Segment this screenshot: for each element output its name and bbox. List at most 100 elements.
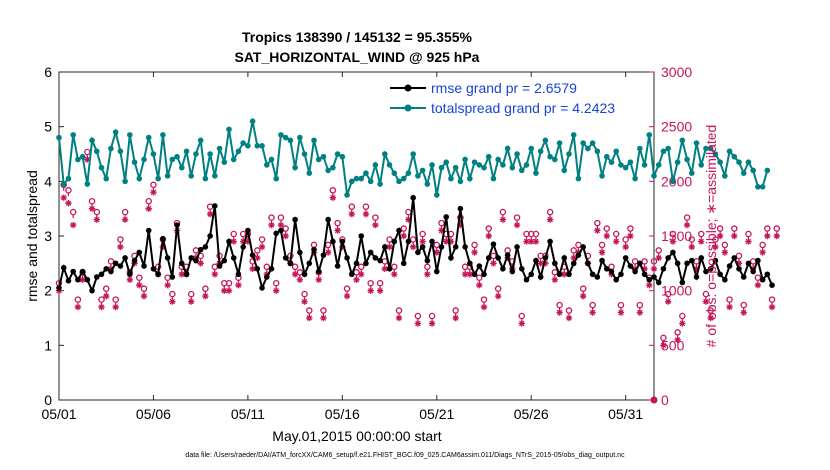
totalspread-point [108, 145, 114, 152]
totalspread-point [419, 167, 426, 174]
obs-assimilated-point [438, 227, 445, 234]
obs-assimilated-point [598, 249, 606, 256]
rmse-point [145, 227, 152, 234]
totalspread-point [504, 145, 511, 152]
y-tick-label: 6 [44, 64, 52, 80]
obs-assimilated-point [395, 314, 403, 322]
obs-assimilated-point [126, 276, 134, 283]
chart-title-line2: SAT_HORIZONTAL_WIND @ 925 hPa [235, 49, 480, 65]
obs-possible-point [712, 236, 719, 243]
obs-possible-point [471, 241, 478, 249]
totalspread-point [566, 151, 572, 157]
totalspread-point [164, 173, 171, 179]
totalspread-point [70, 132, 76, 138]
obs-possible-point [121, 208, 129, 216]
obs-assimilated-point [622, 243, 629, 251]
y-tick-label: 2 [44, 283, 52, 299]
totalspread-point [174, 153, 180, 160]
rmse-point [415, 249, 421, 256]
rmse-point [679, 279, 686, 286]
x-tick-label: 05/26 [514, 406, 549, 422]
totalspread-point [84, 181, 91, 187]
rmse-point [56, 285, 62, 291]
rmse-point [570, 260, 577, 267]
totalspread-point [570, 132, 577, 138]
totalspread-point [500, 162, 506, 168]
rmse-point [212, 203, 218, 209]
rmse-point [127, 271, 133, 278]
rmse-point [358, 233, 365, 239]
rmse-point [722, 276, 728, 283]
obs-possible-point [731, 225, 738, 232]
rmse-point [707, 266, 714, 272]
obs-assimilated-point [145, 205, 152, 212]
right-tick-label: 1000 [661, 283, 692, 299]
rmse-point [160, 235, 166, 242]
rmse-point [585, 260, 591, 267]
rmse-point [367, 249, 374, 256]
obs-assimilated-point [121, 216, 129, 223]
totalspread-point [585, 145, 591, 152]
rmse-point [481, 271, 487, 278]
totalspread-point [523, 162, 530, 168]
totalspread-point [603, 153, 610, 160]
obs-assimilated-point [617, 309, 625, 316]
totalspread-point [178, 164, 185, 171]
rmse-point [646, 276, 653, 283]
totalspread-point [717, 159, 723, 165]
totalspread-point [292, 164, 298, 171]
obs-assimilated-point [754, 282, 762, 289]
totalspread-point [226, 126, 232, 133]
obs-assimilated-point [660, 342, 667, 349]
y-tick-label: 5 [44, 119, 52, 135]
totalspread-point [325, 167, 331, 174]
obs-assimilated-point [764, 232, 771, 240]
obs-assimilated-point [277, 221, 285, 229]
rmse-point [523, 276, 530, 283]
obs-assimilated-point [400, 232, 407, 240]
obs-possible-point [65, 187, 72, 194]
totalspread-point [301, 151, 308, 157]
rmse-point [433, 268, 440, 275]
obs-assimilated-point [329, 194, 337, 201]
obs-assimilated-point [542, 260, 549, 267]
rmse-point [504, 252, 511, 258]
rmse-point [471, 271, 478, 278]
rmse-point [641, 271, 648, 278]
obs-assimilated-point [225, 287, 233, 294]
totalspread-point [452, 164, 459, 171]
obs-assimilated-point [471, 249, 478, 256]
totalspread-point [221, 159, 228, 165]
legend-spread-marker [404, 104, 412, 112]
obs-assimilated-point [433, 249, 440, 256]
totalspread-point [367, 178, 374, 185]
totalspread-point [259, 143, 265, 149]
obs-assimilated-point [291, 271, 299, 278]
obs-possible-point [759, 241, 766, 249]
totalspread-point [155, 175, 161, 182]
legend-spread-label: totalspread grand pr = 4.2423 [431, 100, 615, 116]
totalspread-point [98, 164, 105, 171]
totalspread-point [263, 162, 270, 168]
totalspread-point [637, 145, 643, 152]
obs-possible-point [768, 296, 776, 303]
obs-possible-point [697, 230, 705, 238]
rmse-point [698, 255, 705, 261]
rmse-point [391, 238, 398, 245]
obs-assimilated-point [254, 254, 261, 262]
rmse-point [443, 214, 450, 220]
obs-possible-point [334, 219, 341, 227]
y-tick-label: 3 [44, 228, 52, 244]
rmse-point [382, 244, 388, 250]
rmse-point [547, 238, 553, 245]
obs-assimilated-point [636, 309, 644, 316]
totalspread-point [641, 162, 648, 168]
obs-assimilated-point [499, 216, 507, 223]
obs-assimilated-point [320, 314, 327, 322]
obs-possible-point [693, 258, 700, 265]
totalspread-point [424, 181, 431, 187]
obs-possible-point [745, 230, 752, 238]
obs-possible-point [594, 219, 601, 227]
rmse-point [282, 255, 289, 261]
obs-assimilated-point [773, 232, 780, 240]
